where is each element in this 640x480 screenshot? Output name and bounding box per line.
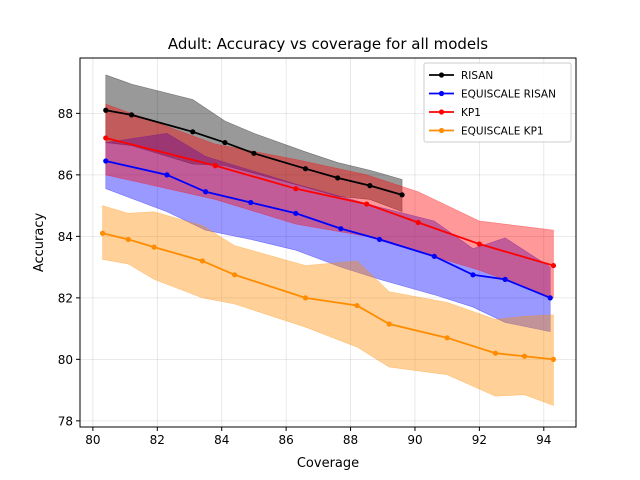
point-equiscale-risan <box>547 295 553 301</box>
point-risan <box>222 139 228 146</box>
legend-marker <box>438 72 445 78</box>
band-equiscale-kp1 <box>102 205 554 406</box>
y-tick-label: 86 <box>58 168 73 182</box>
y-tick-label: 84 <box>58 230 73 244</box>
point-equiscale-risan <box>103 158 109 164</box>
point-kp1 <box>415 219 421 226</box>
y-tick-label: 78 <box>58 414 73 428</box>
point-risan <box>399 192 405 198</box>
legend-label: EQUISCALE KP1 <box>461 125 544 137</box>
y-tick-label: 80 <box>58 353 73 367</box>
plot-frame <box>79 57 577 428</box>
point-equiscale-risan <box>376 236 383 243</box>
legend: RISAN EQUISCALE RISAN KP1 EQUISCALE KP1 <box>423 62 572 143</box>
point-equiscale-risan <box>164 172 170 178</box>
point-risan <box>335 175 341 181</box>
point-equiscale-kp1 <box>354 302 360 309</box>
point-equiscale-kp1 <box>302 295 309 301</box>
point-equiscale-risan <box>431 253 437 259</box>
point-kp1 <box>364 201 370 207</box>
x-tick-label: 82 <box>150 433 165 447</box>
point-equiscale-kp1 <box>521 353 528 359</box>
point-kp1 <box>550 262 557 269</box>
point-risan <box>302 166 309 172</box>
band-risan <box>105 74 403 213</box>
point-risan <box>367 183 373 189</box>
point-equiscale-kp1 <box>151 244 157 250</box>
x-axis-label: Coverage <box>297 456 359 471</box>
point-equiscale-risan <box>203 189 209 195</box>
point-kp1 <box>212 163 218 169</box>
legend-label: KP1 <box>461 107 481 119</box>
point-equiscale-risan <box>338 226 344 232</box>
x-tick-label: 80 <box>85 433 100 447</box>
legend-marker <box>438 109 445 115</box>
line-equiscale-kp1 <box>102 232 554 361</box>
point-risan <box>251 150 257 156</box>
point-equiscale-risan <box>293 210 299 216</box>
point-equiscale-kp1 <box>125 236 131 243</box>
legend-box <box>423 62 572 143</box>
x-tick-label: 90 <box>407 433 422 447</box>
legend-label: RISAN <box>461 70 493 82</box>
y-tick-label: 82 <box>58 291 73 305</box>
point-kp1 <box>476 241 482 247</box>
point-risan <box>190 129 196 135</box>
point-equiscale-kp1 <box>492 350 499 356</box>
point-equiscale-risan <box>470 272 476 278</box>
band-kp1 <box>105 103 554 299</box>
point-equiscale-kp1 <box>199 258 205 264</box>
point-equiscale-kp1 <box>550 356 557 362</box>
point-equiscale-kp1 <box>99 230 106 236</box>
legend-label: EQUISCALE RISAN <box>461 88 556 100</box>
point-equiscale-kp1 <box>231 272 238 278</box>
axis-ticks: 80 82 84 86 88 90 92 94 78 80 82 84 86 88 <box>58 107 552 447</box>
point-equiscale-kp1 <box>386 321 392 327</box>
chart-title: Adult: Accuracy vs coverage for all mode… <box>168 35 488 53</box>
y-tick-label: 88 <box>58 107 73 121</box>
point-kp1 <box>103 135 109 141</box>
point-risan <box>103 107 109 113</box>
y-axis-label: Accuracy <box>32 213 47 273</box>
point-equiscale-risan <box>248 199 254 206</box>
x-tick-label: 92 <box>472 433 487 447</box>
point-equiscale-kp1 <box>444 335 450 341</box>
series-lines <box>99 107 557 362</box>
legend-marker <box>438 90 445 97</box>
legend-entries: RISAN EQUISCALE RISAN KP1 EQUISCALE KP1 <box>429 70 556 137</box>
x-tick-label: 88 <box>343 433 358 447</box>
legend-marker <box>438 127 445 134</box>
x-tick-label: 86 <box>278 433 293 447</box>
x-tick-label: 84 <box>214 433 229 447</box>
confidence-bands <box>102 74 554 406</box>
point-risan <box>128 112 135 118</box>
band-equiscale-risan <box>105 133 551 333</box>
point-equiscale-risan <box>502 276 508 282</box>
x-tick-label: 94 <box>536 433 551 447</box>
point-kp1 <box>293 186 299 192</box>
